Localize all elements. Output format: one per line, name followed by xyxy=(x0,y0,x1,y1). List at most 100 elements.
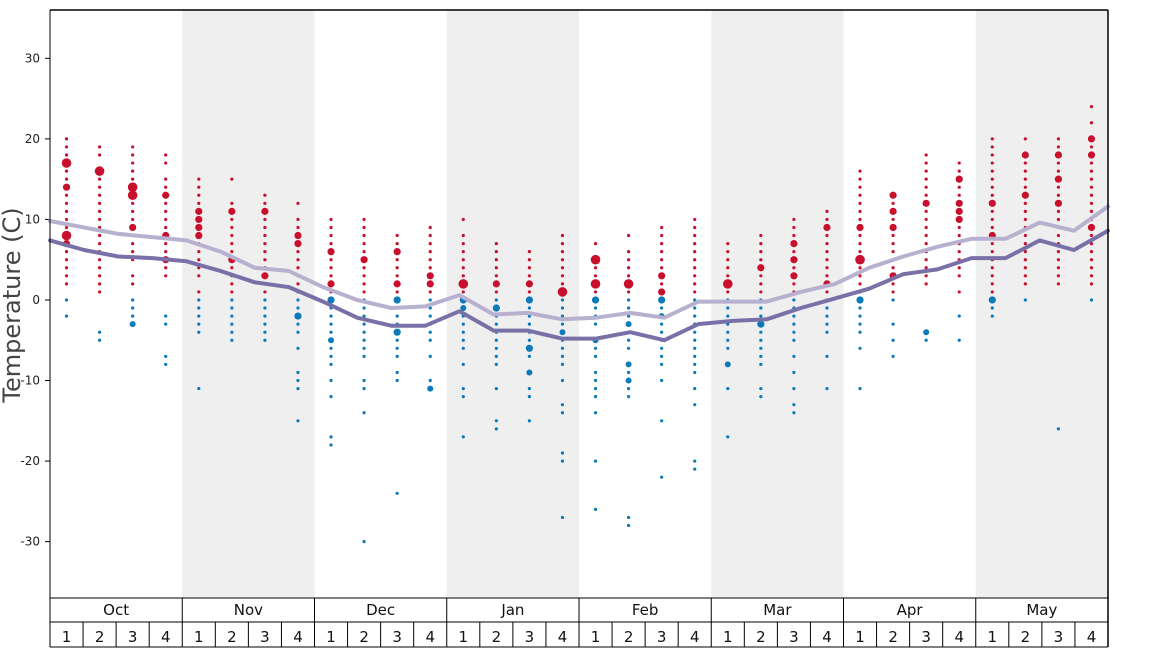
warm-dot xyxy=(494,258,498,262)
warm-dot xyxy=(726,266,730,270)
warm-dot xyxy=(593,266,598,270)
cold-dot xyxy=(792,403,796,407)
cold-dot xyxy=(825,314,829,318)
cold-dot xyxy=(1089,298,1094,302)
warm-dot xyxy=(362,282,366,286)
warm-dot xyxy=(1054,199,1063,207)
cold-dot xyxy=(626,314,631,318)
week-label: 3 xyxy=(525,628,535,646)
cold-dot xyxy=(724,361,731,368)
cold-dot xyxy=(660,346,664,350)
cold-dot xyxy=(560,378,565,383)
cold-dot xyxy=(957,314,961,318)
cold-dot xyxy=(626,386,631,391)
warm-dot xyxy=(230,233,234,238)
warm-dot xyxy=(955,199,963,207)
cold-dot xyxy=(759,395,763,399)
warm-dot xyxy=(990,266,994,270)
cold-dot xyxy=(625,377,632,384)
warm-dot xyxy=(858,274,862,278)
warm-dot xyxy=(97,153,102,157)
cold-dot xyxy=(560,515,565,520)
warm-dot xyxy=(693,274,697,278)
cold-dot xyxy=(626,338,631,342)
warm-dot xyxy=(164,274,168,278)
warm-dot xyxy=(64,225,69,230)
warm-dot xyxy=(97,193,102,197)
warm-dot xyxy=(693,225,697,230)
warm-dot xyxy=(924,225,928,230)
warm-dot xyxy=(858,177,862,181)
cold-dot xyxy=(263,306,267,310)
cold-dot xyxy=(658,296,666,304)
warm-dot xyxy=(823,223,831,232)
cold-dot xyxy=(660,306,664,310)
warm-dot xyxy=(726,250,730,254)
warm-dot xyxy=(792,217,796,222)
warm-dot xyxy=(1089,145,1094,149)
warm-dot xyxy=(790,272,798,280)
cold-dot xyxy=(525,344,534,352)
month-label: Oct xyxy=(103,601,129,619)
warm-dot xyxy=(792,250,796,254)
warm-dot xyxy=(759,290,763,294)
month-label: Feb xyxy=(632,601,659,619)
warm-dot xyxy=(64,266,69,270)
warm-dot xyxy=(164,177,168,181)
cold-dot xyxy=(461,346,465,350)
warm-dot xyxy=(64,153,69,157)
warm-dot xyxy=(164,266,168,270)
warm-dot xyxy=(858,193,862,197)
month-label: Dec xyxy=(366,601,395,619)
warm-dot xyxy=(164,201,168,205)
warm-dot xyxy=(891,241,895,246)
warm-dot xyxy=(626,258,631,262)
warm-dot xyxy=(990,250,994,254)
cold-dots xyxy=(64,296,1094,544)
cold-dot xyxy=(461,395,465,399)
cold-dot xyxy=(296,346,300,350)
cold-dot xyxy=(693,298,697,302)
warm-dot xyxy=(527,258,532,262)
warm-dot xyxy=(329,217,333,222)
warm-dot xyxy=(461,241,465,246)
warm-dot xyxy=(97,282,102,286)
warm-dot xyxy=(329,266,333,270)
week-label: 4 xyxy=(161,628,171,646)
warm-dot xyxy=(825,266,829,270)
cold-dot xyxy=(726,314,730,318)
warm-dot xyxy=(593,274,598,278)
month-label: Apr xyxy=(897,601,924,619)
week-label: 2 xyxy=(756,628,766,646)
cold-dot xyxy=(428,330,432,334)
warm-dot xyxy=(393,248,401,256)
warm-dot xyxy=(97,177,102,181)
warm-dot xyxy=(131,169,135,173)
cold-dot xyxy=(329,330,333,334)
warm-dot xyxy=(1087,135,1096,143)
warm-dot xyxy=(924,185,928,189)
week-label: 3 xyxy=(260,628,270,646)
warm-dot xyxy=(360,256,368,264)
warm-dot xyxy=(990,137,994,141)
warm-dot xyxy=(131,153,135,157)
cold-dot xyxy=(395,491,399,495)
cold-dot xyxy=(527,322,532,326)
cold-dot xyxy=(593,386,598,391)
cold-dot xyxy=(626,298,631,302)
warm-dot xyxy=(1023,282,1027,286)
warm-dot xyxy=(1089,161,1094,165)
warm-dot xyxy=(955,207,963,215)
cold-dot xyxy=(693,370,697,375)
warm-dot xyxy=(296,225,300,230)
x-axis: Oct 1 2 3 4 Nov 1 2 3 4 Dec 1 2 3 4 Jan 1 2 3 4 Feb 1 2 3 4 Mar 1 2… xyxy=(49,598,1108,648)
cold-dot xyxy=(792,330,796,334)
warm-dot xyxy=(626,290,631,294)
cold-dot xyxy=(296,378,300,383)
warm-dot xyxy=(1089,121,1094,125)
warm-dot xyxy=(97,274,102,278)
warm-dot xyxy=(1023,217,1027,222)
warm-dot xyxy=(560,274,565,278)
warm-dot xyxy=(197,274,201,278)
